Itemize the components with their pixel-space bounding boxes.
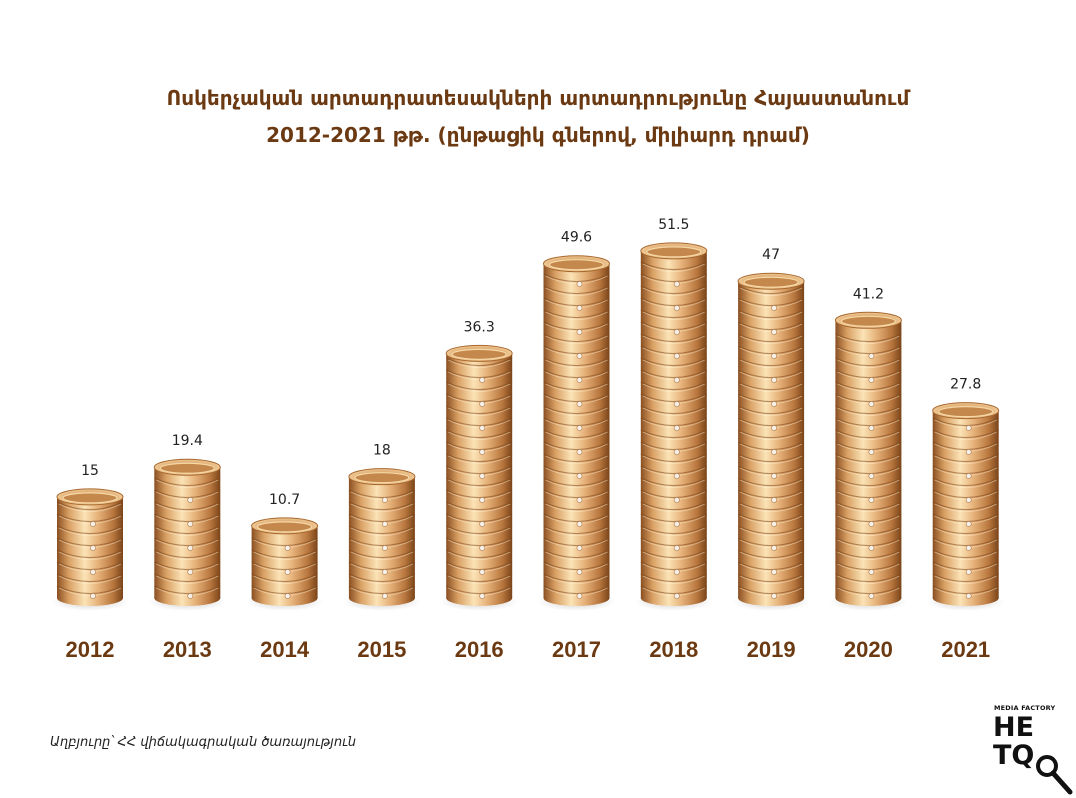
value-label-2018: 51.5 — [658, 217, 689, 233]
bar-2019 — [732, 272, 811, 611]
source-note: Աղբյուրը՝ ՀՀ վիճակագրական ծառայություն — [50, 735, 357, 750]
x-tick-label-2016: 2016 — [455, 637, 504, 662]
value-label-2019: 47 — [762, 247, 780, 263]
bar-2018 — [634, 242, 713, 611]
x-tick-label-2013: 2013 — [163, 637, 212, 662]
chart-title: Ոսկերչական արտադրատեսակների արտադրությու… — [0, 80, 1076, 154]
value-label-2021: 27.8 — [950, 377, 981, 393]
bar-2014 — [245, 517, 324, 611]
logo-media-factory: MEDIA FACTORY — [994, 704, 1056, 712]
bar-2016 — [440, 344, 519, 611]
logo-line2: TQ — [993, 740, 1035, 771]
bar-2013 — [148, 458, 227, 611]
x-tick-label-2020: 2020 — [844, 637, 893, 662]
x-tick-label-2015: 2015 — [357, 637, 406, 662]
magnifier-icon — [1036, 755, 1073, 795]
x-tick-label-2021: 2021 — [941, 637, 990, 662]
x-tick-label-2019: 2019 — [747, 637, 796, 662]
bar-2020 — [829, 311, 908, 611]
heto-logo: MEDIA FACTORY HE TQ — [990, 704, 1076, 798]
x-tick-label-2018: 2018 — [649, 637, 698, 662]
bar-2012 — [51, 488, 129, 611]
value-label-2020: 41.2 — [853, 286, 884, 302]
x-tick-label-2014: 2014 — [260, 637, 310, 662]
value-label-2017: 49.6 — [561, 230, 592, 246]
bar-2017 — [537, 255, 616, 611]
bar-2021 — [926, 402, 1005, 611]
logo-wordmark: HE TQ — [993, 714, 1034, 770]
chart-title-line2: 2012-2021 թթ. (ընթացիկ գներով, միլիարդ դ… — [266, 123, 810, 147]
x-tick-label-2012: 2012 — [66, 637, 115, 662]
x-tick-label-2017: 2017 — [552, 637, 601, 662]
value-label-2016: 36.3 — [464, 319, 495, 335]
value-label-2015: 18 — [373, 443, 391, 459]
logo-line1: HE — [993, 712, 1035, 743]
value-label-2013: 19.4 — [172, 433, 203, 449]
chart-title-line1: Ոսկերչական արտադրատեսակների արտադրությու… — [166, 86, 910, 110]
value-label-2014: 10.7 — [269, 492, 300, 508]
value-label-2012: 15 — [81, 463, 99, 479]
bar-2015 — [342, 468, 421, 611]
